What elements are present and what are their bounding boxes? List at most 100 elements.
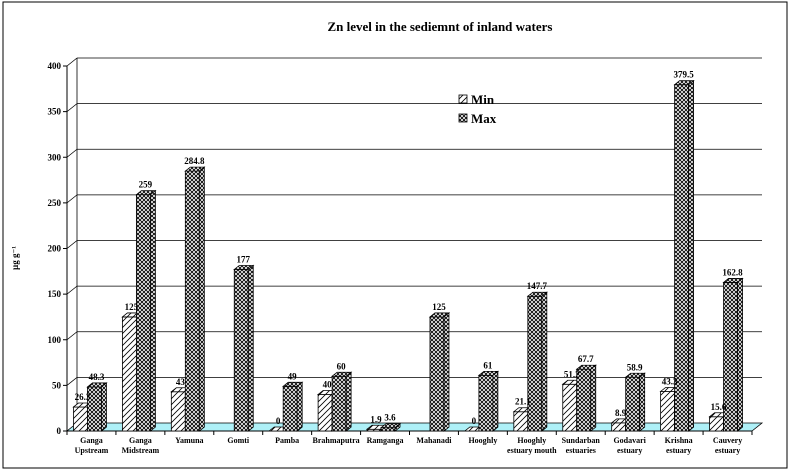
- bar-side: [688, 79, 695, 432]
- bar-max: [184, 166, 206, 432]
- x-category-label: estuaries: [566, 446, 596, 455]
- bar-max: [330, 371, 353, 432]
- legend-label-max: Max: [471, 111, 497, 126]
- x-category-label: Hooghly: [468, 436, 497, 445]
- y-tick-label: 100: [48, 335, 62, 345]
- bar-front: [184, 170, 200, 432]
- data-label-max: 284.8: [184, 156, 205, 166]
- x-category-label: estuary: [666, 446, 691, 455]
- gridline-depth: [66, 148, 78, 158]
- bar-front: [331, 375, 347, 432]
- gridline-depth: [66, 240, 78, 249]
- bar-side: [639, 372, 646, 432]
- x-category-label: Krishna: [665, 436, 693, 445]
- x-category-label: estuary mouth: [507, 446, 557, 455]
- bar-side: [541, 291, 548, 432]
- gridline-depth: [66, 331, 78, 341]
- bar-side: [443, 312, 450, 432]
- bar-side: [394, 422, 401, 432]
- y-tick-label: 0: [57, 426, 62, 436]
- y-tick-label: 400: [48, 61, 62, 71]
- x-category-label: Midstream: [122, 446, 160, 455]
- bar-front: [625, 376, 641, 432]
- bar-front: [478, 374, 494, 432]
- data-label-max: 67.7: [578, 354, 594, 364]
- bar-front: [170, 391, 186, 432]
- x-category-label: Mahanadi: [416, 436, 452, 445]
- gridline-depth: [66, 57, 78, 67]
- x-category-label: Yamuna: [175, 436, 203, 445]
- data-label-max: 58.9: [627, 362, 643, 372]
- bar-front: [513, 411, 529, 432]
- x-category-label: Sundarban: [562, 436, 601, 445]
- bar-max: [86, 382, 108, 432]
- legend-label-min: Min: [471, 92, 495, 107]
- bar-side: [345, 371, 352, 432]
- data-label-max: 162.8: [722, 267, 743, 277]
- data-label-min: 43: [176, 377, 186, 387]
- bar-front: [709, 416, 724, 432]
- gridline-depth: [66, 194, 78, 204]
- bar-front: [317, 394, 333, 432]
- x-category-label: Cauvery: [713, 436, 742, 445]
- bar-front: [562, 383, 578, 432]
- bar-side: [296, 381, 303, 432]
- bar-front: [380, 427, 396, 432]
- y-tick-label: 350: [48, 107, 62, 117]
- bar-max: [233, 264, 255, 432]
- legend-swatch-max: [458, 113, 468, 123]
- data-label-min: 21.1: [515, 397, 531, 407]
- x-category-label: estuary: [617, 446, 642, 455]
- bar-front: [233, 269, 249, 432]
- bar-side: [149, 189, 156, 432]
- data-label-max: 379.5: [673, 70, 694, 80]
- bar-side: [247, 264, 254, 432]
- data-label-min: 8.9: [615, 408, 627, 418]
- bar-max: [722, 277, 744, 432]
- gridline-depth: [66, 377, 78, 386]
- x-category-label: Gomti: [227, 436, 250, 445]
- gridline-depth: [66, 103, 78, 112]
- chart-title: Zn level in the sediemnt of inland water…: [328, 19, 553, 34]
- bar-max: [526, 291, 548, 432]
- x-category-label: estuary: [715, 446, 740, 455]
- x-category-label: Ramganga: [367, 436, 404, 445]
- y-tick-label: 250: [48, 198, 62, 208]
- bar-max: [477, 370, 500, 432]
- bar-front: [135, 194, 151, 432]
- bar-side: [101, 382, 107, 432]
- gridline-depth: [66, 285, 78, 295]
- bar-front: [121, 316, 137, 432]
- bar-side: [492, 370, 499, 432]
- data-label-min: 26.3: [75, 392, 91, 402]
- y-axis-label: µg g⁻¹: [10, 246, 20, 270]
- data-label-max: 49: [288, 371, 298, 381]
- data-label-min: 1.9: [370, 414, 382, 424]
- bar-front: [73, 406, 88, 432]
- bar-side: [590, 364, 597, 432]
- bar-front: [611, 422, 627, 432]
- legend: Min Max: [458, 92, 497, 126]
- bar-front: [282, 385, 298, 432]
- y-tick-label: 50: [52, 380, 62, 390]
- data-label-max: 147.7: [527, 281, 548, 291]
- y-tick-label: 300: [48, 152, 62, 162]
- data-label-max: 125: [432, 302, 446, 312]
- data-label-max: 60: [337, 361, 347, 371]
- x-category-label: Brahmaputra: [313, 436, 360, 445]
- data-label-max: 177: [237, 254, 251, 264]
- bar-front: [527, 295, 543, 432]
- data-label-min: 0: [276, 416, 281, 426]
- data-label-min: 40: [323, 380, 333, 390]
- bar-max: [428, 312, 451, 432]
- bar-max: [379, 422, 402, 432]
- bar-max: [673, 79, 695, 432]
- legend-swatch-min: [458, 94, 468, 104]
- bar-front: [660, 391, 676, 432]
- bar-max: [575, 364, 597, 432]
- data-label-min: 0: [472, 416, 477, 426]
- x-category-label: Hooghly: [517, 436, 546, 445]
- x-category-label: Godavari: [613, 436, 646, 445]
- data-label-min: 51.2: [564, 369, 580, 379]
